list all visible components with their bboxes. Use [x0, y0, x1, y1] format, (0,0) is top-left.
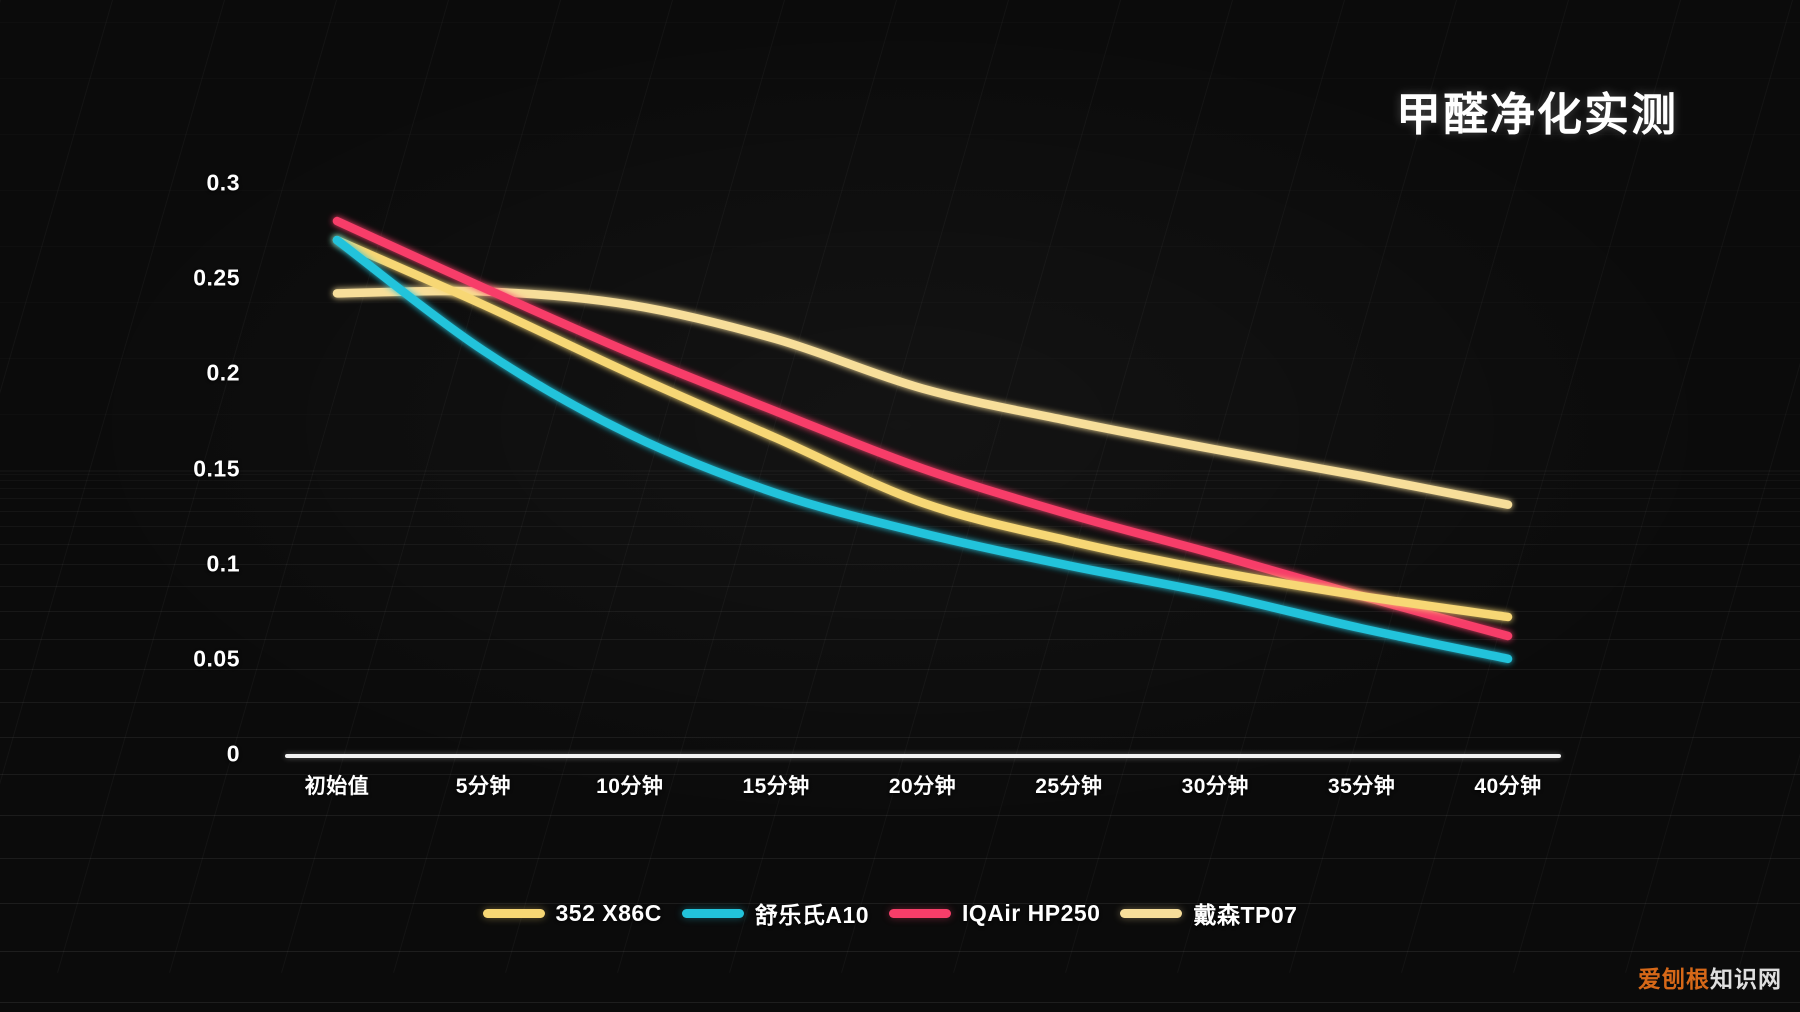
x-axis-tick-label: 40分钟 [1474, 775, 1542, 798]
legend-item[interactable]: 352 X86C [482, 899, 662, 927]
y-axis-tick-label: 0.15 [193, 455, 240, 481]
x-axis-tick-label: 20分钟 [888, 775, 957, 798]
legend-item[interactable]: 舒乐氏A10 [681, 896, 870, 930]
legend-swatch-icon [1120, 908, 1183, 918]
watermark-accent-text: 爱刨根 [1638, 966, 1710, 992]
x-axis-tick-label: 15分钟 [742, 775, 810, 798]
x-axis-tick-label: 35分钟 [1327, 775, 1396, 798]
watermark: 爱刨根知识网 [1638, 960, 1782, 994]
x-axis-tick-label: 30分钟 [1181, 775, 1249, 798]
y-axis-tick-label: 0.3 [206, 169, 240, 196]
x-axis-tick-label: 初始值 [304, 775, 370, 798]
series-line-4 [332, 286, 1513, 509]
chart-legend: 352 X86C 舒乐氏A10 IQAir HP250 戴森TP07 [0, 896, 1800, 930]
y-axis-tick-label: 0.05 [193, 645, 240, 672]
series-line-1 [332, 235, 1513, 622]
y-axis-tick-label: 0.25 [193, 264, 240, 291]
series-line-3 [332, 216, 1513, 641]
x-axis-tick-label: 10分钟 [596, 775, 664, 798]
legend-item[interactable]: IQAir HP250 [889, 900, 1100, 927]
series-line-2 [332, 235, 1513, 664]
legend-swatch-icon [482, 908, 545, 918]
legend-label: 352 X86C [555, 899, 662, 926]
y-axis-tick-label: 0 [226, 740, 240, 767]
x-axis-tick-label: 5分钟 [455, 775, 511, 798]
legend-label: IQAir HP250 [962, 899, 1101, 926]
legend-item[interactable]: 戴森TP07 [1120, 896, 1297, 930]
legend-label: 舒乐氏A10 [754, 902, 870, 928]
page-title: 甲醛净化实测 [1395, 89, 1678, 140]
y-axis-tick-label: 0.2 [206, 359, 240, 386]
legend-swatch-icon [889, 908, 952, 918]
watermark-plain-text: 知识网 [1710, 966, 1782, 992]
legend-swatch-icon [681, 908, 744, 918]
legend-label: 戴森TP07 [1193, 902, 1298, 928]
x-axis-line [285, 754, 1561, 758]
x-axis-tick-label: 25分钟 [1035, 775, 1103, 798]
y-axis-tick-label: 0.1 [206, 550, 240, 577]
